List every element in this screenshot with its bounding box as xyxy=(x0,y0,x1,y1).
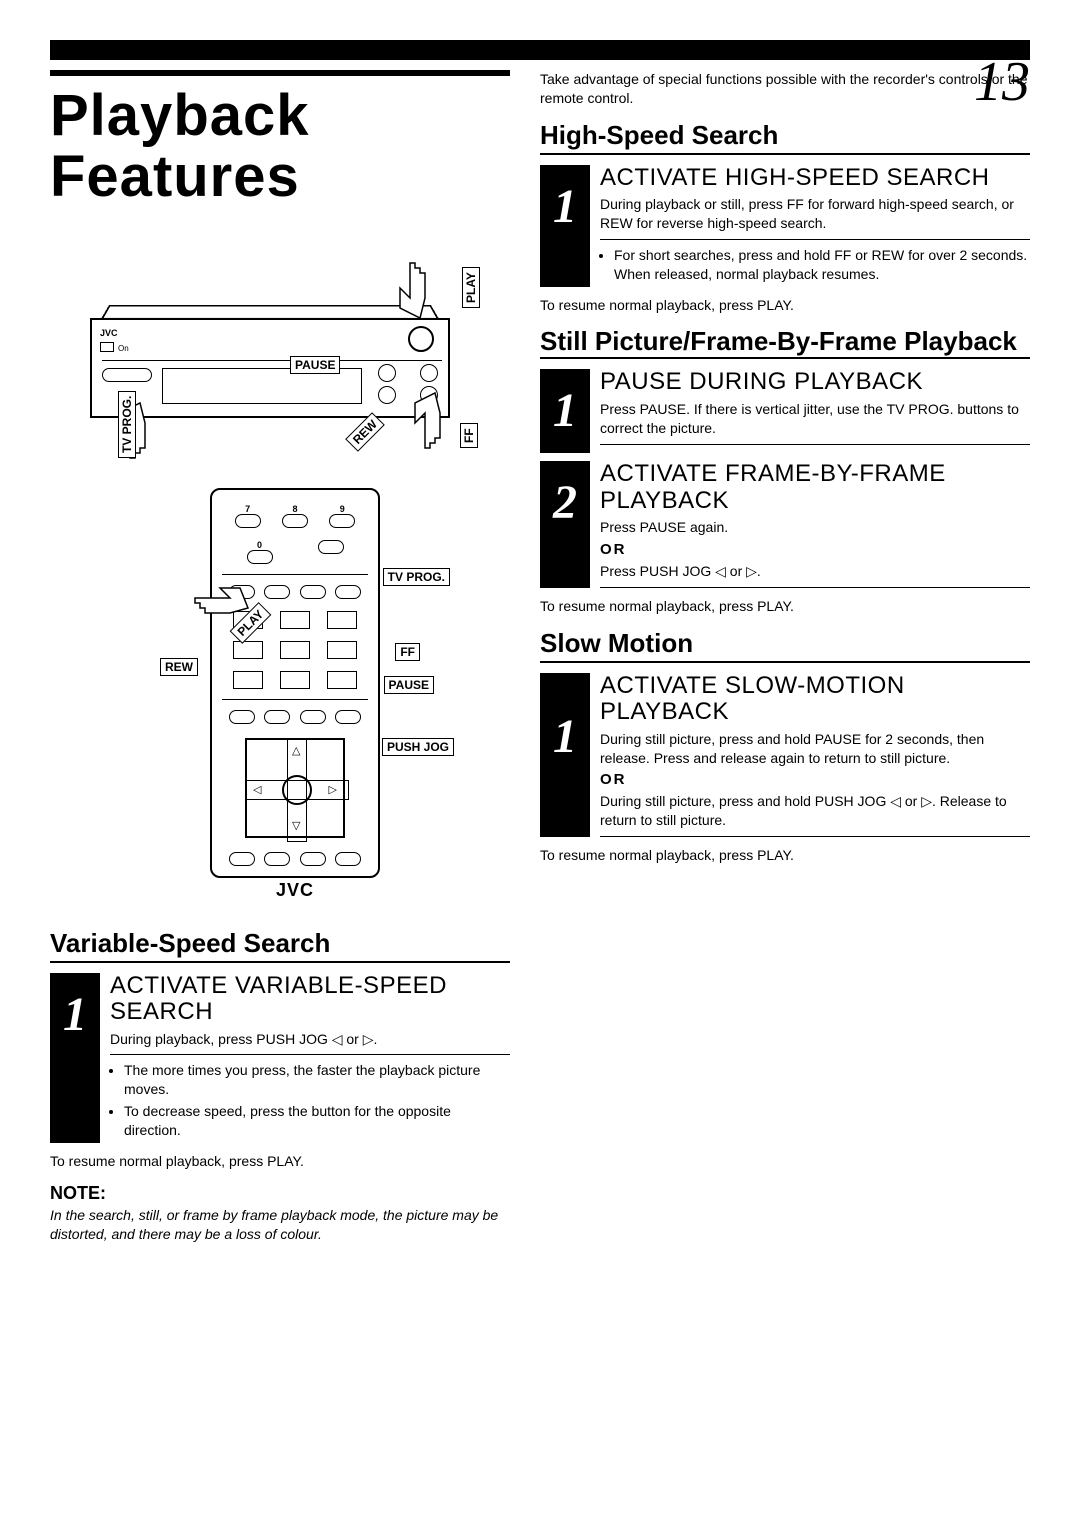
resume-text: To resume normal playback, press PLAY. xyxy=(540,297,1030,313)
vcr-logo: JVC xyxy=(100,328,118,338)
step-line1: Press PAUSE again. xyxy=(600,518,1030,537)
remote-pause-label: PAUSE xyxy=(384,676,434,694)
step-number: 1 xyxy=(540,165,590,287)
or-text: OR xyxy=(600,541,1030,558)
step-body: During playback or still, press FF for f… xyxy=(600,195,1030,240)
step-title: PAUSE DURING PLAYBACK xyxy=(600,369,1030,395)
content-columns: Playback Features JVC On xyxy=(50,70,1030,1244)
step-bullets: For short searches, press and hold FF or… xyxy=(600,246,1030,284)
step-body: Press PAUSE. If there is vertical jitter… xyxy=(600,400,1030,445)
slowmotion-heading: Slow Motion xyxy=(540,628,1030,663)
rew-label: REW xyxy=(345,412,385,452)
hand-icon xyxy=(405,388,455,458)
step-number: 1 xyxy=(540,673,590,837)
or-text: OR xyxy=(600,771,1030,788)
pause-label: PAUSE xyxy=(290,356,340,374)
still-heading: Still Picture/Frame-By-Frame Playback xyxy=(540,327,1030,360)
right-column: Take advantage of special functions poss… xyxy=(540,70,1030,1244)
vcr-diagram: JVC On PLAY PAUSE TV PROG. xyxy=(50,228,490,468)
highspeed-heading: High-Speed Search xyxy=(540,120,1030,155)
vcr-on-label: On xyxy=(118,344,129,353)
remote-pushjog-label: PUSH JOG xyxy=(382,738,454,756)
tvprog-label: TV PROG. xyxy=(118,390,136,457)
step-number: 2 xyxy=(540,461,590,588)
top-bar xyxy=(50,40,1030,60)
remote-tvprog-label: TV PROG. xyxy=(383,568,450,586)
resume-text: To resume normal playback, press PLAY. xyxy=(540,598,1030,614)
step-number: 1 xyxy=(50,973,100,1143)
play-label: PLAY xyxy=(462,267,480,308)
remote-rew-label: REW xyxy=(160,658,198,676)
step-title: ACTIVATE HIGH-SPEED SEARCH xyxy=(600,165,1030,191)
note-heading: NOTE: xyxy=(50,1183,510,1204)
slowmotion-step1: 1 ACTIVATE SLOW-MOTION PLAYBACK During s… xyxy=(540,673,1030,837)
highspeed-step1: 1 ACTIVATE HIGH-SPEED SEARCH During play… xyxy=(540,165,1030,287)
resume-text: To resume normal playback, press PLAY. xyxy=(50,1153,510,1169)
step-bullets: The more times you press, the faster the… xyxy=(110,1061,510,1140)
intro-text: Take advantage of special functions poss… xyxy=(540,70,1030,108)
step-body2: During still picture, press and hold PUS… xyxy=(600,792,1030,837)
resume-text: To resume normal playback, press PLAY. xyxy=(540,847,1030,863)
still-step2: 2 ACTIVATE FRAME-BY-FRAME PLAYBACK Press… xyxy=(540,461,1030,588)
remote-logo: JVC xyxy=(212,880,378,901)
step-line2: Press PUSH JOG ◁ or ▷. xyxy=(600,562,1030,588)
still-step1: 1 PAUSE DURING PLAYBACK Press PAUSE. If … xyxy=(540,369,1030,453)
left-column: Playback Features JVC On xyxy=(50,70,510,1244)
step-body: During playback, press PUSH JOG ◁ or ▷. xyxy=(110,1030,510,1056)
note-body: In the search, still, or frame by frame … xyxy=(50,1206,510,1244)
ff-label: FF xyxy=(460,423,478,448)
hand-icon xyxy=(390,258,440,328)
main-title: Playback Features xyxy=(50,70,510,208)
page-number: 13 xyxy=(974,50,1030,114)
step-number: 1 xyxy=(540,369,590,453)
remote-diagram: 7 8 9 0 ◁ xyxy=(130,478,430,898)
step-title: ACTIVATE FRAME-BY-FRAME PLAYBACK xyxy=(600,461,1030,514)
remote-ff-label: FF xyxy=(395,643,420,661)
variable-speed-step1: 1 ACTIVATE VARIABLE-SPEED SEARCH During … xyxy=(50,973,510,1143)
variable-speed-heading: Variable-Speed Search xyxy=(50,928,510,963)
step-title: ACTIVATE SLOW-MOTION PLAYBACK xyxy=(600,673,1030,726)
step-title: ACTIVATE VARIABLE-SPEED SEARCH xyxy=(110,973,510,1026)
step-body: During still picture, press and hold PAU… xyxy=(600,730,1030,768)
